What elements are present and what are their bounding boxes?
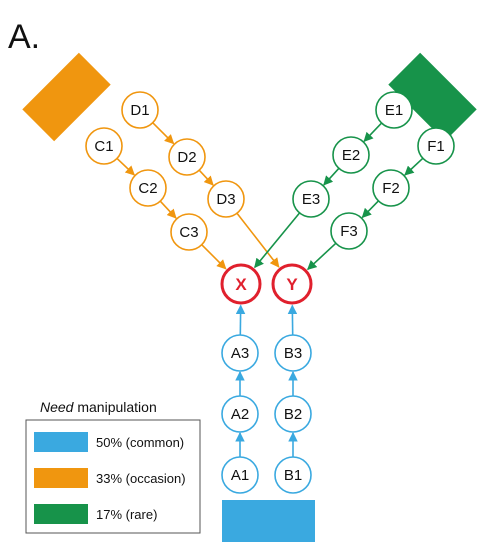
legend-title: Need manipulation: [40, 399, 157, 415]
node-D1: D1: [121, 91, 159, 129]
svg-text:E3: E3: [302, 191, 320, 208]
node-F1: F1: [417, 127, 455, 165]
svg-text:A3: A3: [231, 345, 249, 362]
svg-text:A2: A2: [231, 406, 249, 423]
node-E3: E3: [292, 180, 330, 218]
green-source-block: [388, 52, 477, 142]
node-B3: B3: [274, 334, 312, 372]
edge-f2-to-f3: [361, 200, 379, 219]
target-node-X: X: [220, 263, 262, 305]
svg-text:E2: E2: [342, 147, 360, 164]
svg-text:F2: F2: [382, 180, 400, 197]
svg-text:Y: Y: [286, 275, 298, 294]
svg-text:X: X: [235, 275, 247, 294]
legend-label-rare: 17% (rare): [96, 507, 157, 522]
legend-title-rest: manipulation: [73, 399, 156, 415]
svg-text:B3: B3: [284, 345, 302, 362]
svg-text:D2: D2: [177, 149, 196, 166]
legend: Need manipulation 50% (common) 33% (occa…: [25, 399, 201, 534]
edges-group: [116, 122, 424, 457]
node-B1: B1: [274, 456, 312, 494]
svg-text:D1: D1: [130, 102, 149, 119]
node-C2: C2: [129, 169, 167, 207]
legend-label-common: 50% (common): [96, 435, 184, 450]
node-C3: C3: [170, 213, 208, 251]
svg-text:C3: C3: [179, 224, 198, 241]
legend-swatch-common: [34, 432, 88, 452]
node-E2: E2: [332, 136, 370, 174]
edge-e2-to-e3: [323, 167, 340, 186]
panel-label: A.: [8, 18, 40, 56]
node-E1: E1: [375, 91, 413, 129]
svg-text:C2: C2: [138, 180, 157, 197]
edge-c2-to-c3: [159, 200, 177, 219]
node-F3: F3: [330, 212, 368, 250]
node-F2: F2: [372, 169, 410, 207]
blue-source-block: [222, 500, 315, 542]
legend-swatch-occasion: [34, 468, 88, 488]
svg-text:D3: D3: [216, 191, 235, 208]
orange-source-block: [22, 52, 111, 142]
legend-swatch-rare: [34, 504, 88, 524]
edge-d3-to-y: [236, 212, 280, 268]
node-C1: C1: [85, 127, 123, 165]
edge-c1-to-c2: [116, 157, 135, 176]
edge-c3-to-x: [201, 244, 227, 270]
node-A2: A2: [221, 395, 259, 433]
svg-text:E1: E1: [385, 102, 403, 119]
node-D2: D2: [168, 138, 206, 176]
legend-title-emphasis: Need: [40, 399, 75, 415]
target-node-Y: Y: [271, 263, 313, 305]
svg-text:C1: C1: [94, 138, 113, 155]
edge-e3-to-x: [254, 212, 301, 269]
edge-e1-to-e2: [363, 122, 383, 142]
node-A3: A3: [221, 334, 259, 372]
svg-text:F3: F3: [340, 223, 358, 240]
svg-text:F1: F1: [427, 138, 445, 155]
legend-label-occasion: 33% (occasion): [96, 471, 186, 486]
node-A1: A1: [221, 456, 259, 494]
svg-text:A1: A1: [231, 467, 249, 484]
edge-f1-to-f2: [404, 157, 424, 176]
edge-f3-to-y: [306, 242, 337, 271]
node-B2: B2: [274, 395, 312, 433]
svg-text:B1: B1: [284, 467, 302, 484]
svg-text:B2: B2: [284, 406, 302, 423]
edge-d2-to-d3: [198, 169, 214, 186]
node-D3: D3: [207, 180, 245, 218]
edge-d1-to-d2: [152, 122, 175, 145]
